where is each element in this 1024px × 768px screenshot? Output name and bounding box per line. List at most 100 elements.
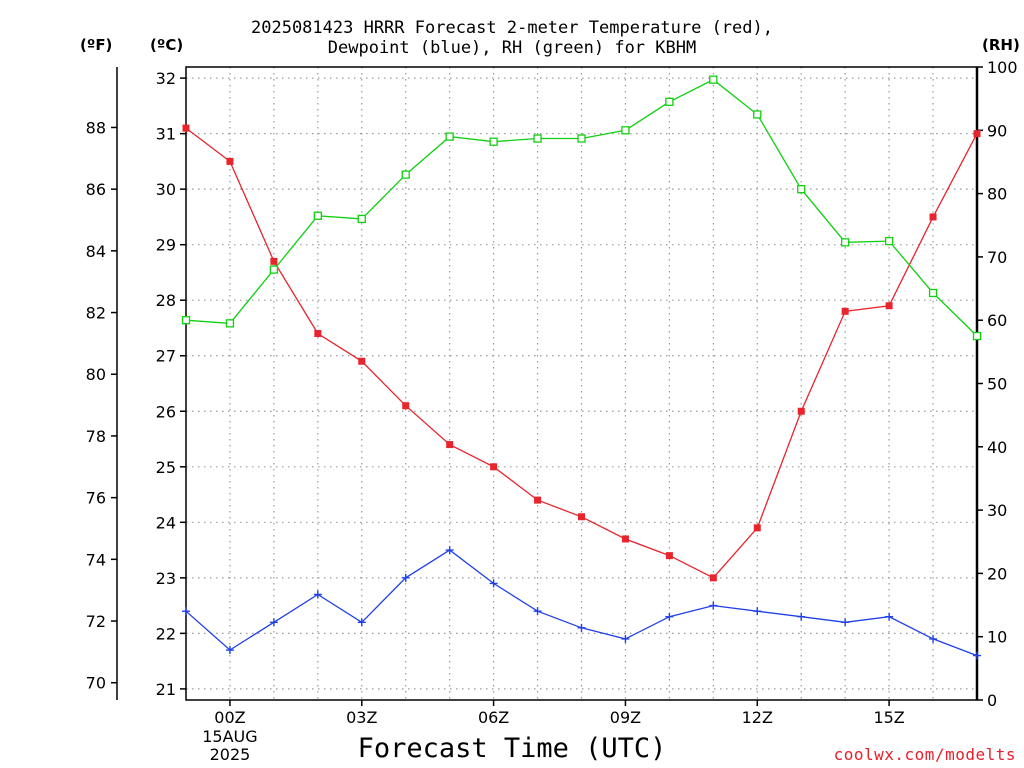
x-tick-label: 15Z [873, 708, 904, 727]
rh-point [225, 319, 235, 328]
rh-line [185, 78, 978, 337]
fahrenheit-tick-label: 84 [86, 242, 106, 261]
dewpoint-point [445, 546, 454, 555]
fahrenheit-tick-label: 72 [86, 612, 106, 631]
temperature-point [402, 402, 410, 410]
temperature-point [841, 307, 849, 315]
temperature-point [665, 552, 673, 560]
rh-tick-label: 70 [987, 248, 1007, 267]
rh-point [972, 331, 982, 341]
celsius-axis-label: (ºC) [150, 36, 184, 54]
rh-axis-label: (RH) [982, 36, 1020, 54]
fahrenheit-tick-label: 82 [86, 304, 106, 323]
rh-point [753, 110, 762, 119]
dewpoint-point [797, 612, 806, 621]
grid-lines [186, 67, 977, 700]
celsius-tick-label: 23 [156, 569, 176, 588]
dewpoint-point [357, 618, 366, 627]
temperature-point [226, 157, 234, 165]
dewpoint-point [313, 590, 322, 599]
rh-point [181, 316, 191, 325]
rh-point [401, 170, 410, 179]
celsius-tick-label: 27 [156, 347, 176, 366]
plot-frame [185, 66, 978, 701]
fahrenheit-tick-label: 80 [86, 365, 106, 384]
chart-axes: 21 22 23 24 25 26 27 28 29 30 31 32 70 72 74 76 78 80 82 84… [86, 58, 1018, 764]
temperature-point [709, 574, 717, 582]
temperature-point [973, 130, 981, 138]
rh-point [709, 75, 718, 84]
rh-tick-label: 60 [987, 311, 1007, 330]
temperature-point [797, 407, 805, 415]
temperature-point [929, 213, 937, 221]
rh-point [884, 236, 894, 246]
rh-tick-label: 0 [987, 691, 997, 710]
temperature-point [490, 463, 498, 471]
celsius-tick-label: 28 [156, 291, 176, 310]
chart-title-line-1: 2025081423 HRRR Forecast 2-meter Tempera… [251, 18, 773, 38]
rh-point [665, 97, 674, 106]
celsius-tick-label: 29 [156, 236, 176, 255]
fahrenheit-tick-label: 76 [86, 489, 106, 508]
temperature-point [753, 524, 761, 532]
temperature-point [358, 357, 366, 365]
rh-point [841, 238, 850, 247]
dewpoint-point [182, 607, 190, 616]
rh-point [269, 265, 279, 274]
fahrenheit-tick-label: 78 [86, 427, 106, 446]
dewpoint-point [621, 634, 630, 643]
dewpoint-point [929, 634, 938, 643]
dewpoint-point [885, 612, 894, 621]
x-tick-label: 12Z [742, 708, 773, 727]
celsius-tick-label: 21 [156, 680, 176, 699]
x-tick-label: 00Z [214, 708, 245, 727]
x-tick-sublabel: 2025 [210, 745, 251, 764]
rh-tick-label: 100 [987, 58, 1018, 77]
rh-tick-label: 50 [987, 375, 1007, 394]
celsius-tick-label: 31 [156, 125, 176, 144]
rh-point [797, 185, 806, 194]
celsius-tick-label: 26 [156, 402, 176, 421]
rh-point [533, 134, 542, 143]
temperature-point [578, 513, 585, 521]
rh-tick-label: 80 [987, 185, 1007, 204]
temperature-line [185, 127, 978, 579]
x-tick-label: 03Z [346, 708, 377, 727]
rh-tick-label: 10 [987, 628, 1007, 647]
rh-point [445, 132, 454, 141]
celsius-tick-label: 25 [156, 458, 176, 477]
dewpoint-point [401, 573, 410, 582]
fahrenheit-tick-label: 86 [86, 180, 106, 199]
rh-point [357, 214, 366, 224]
dewpoint-point [709, 601, 718, 610]
rh-point [489, 137, 498, 146]
rh-tick-label: 40 [987, 438, 1007, 457]
dewpoint-point [533, 607, 542, 616]
temperature-point [270, 257, 278, 265]
x-axis-title: Forecast Time (UTC) [357, 733, 667, 764]
credit-link[interactable]: coolwx.com/modelts [833, 745, 1016, 764]
dewpoint-point [489, 579, 498, 588]
fahrenheit-axis-label: (ºF) [80, 36, 113, 54]
temperature-point [621, 535, 629, 543]
chart-title-line-2: Dewpoint (blue), RH (green) for KBHM [327, 38, 697, 58]
dewpoint-point [225, 646, 234, 655]
celsius-tick-label: 32 [156, 69, 176, 88]
dewpoint-point [753, 607, 762, 616]
dewpoint-point [841, 618, 850, 627]
temperature-point [885, 302, 893, 310]
temperature-point [182, 124, 190, 132]
celsius-tick-label: 22 [156, 624, 176, 643]
rh-tick-label: 30 [987, 501, 1007, 520]
fahrenheit-tick-label: 70 [86, 674, 106, 693]
x-tick-sublabel: 15AUG [202, 727, 257, 746]
rh-point [621, 126, 630, 135]
dewpoint-point [665, 612, 674, 621]
dewpoint-point [973, 651, 981, 660]
rh-point [577, 134, 586, 143]
fahrenheit-tick-label: 74 [86, 550, 106, 569]
x-tick-label: 09Z [610, 708, 641, 727]
celsius-tick-label: 30 [156, 180, 176, 199]
rh-point [928, 288, 938, 298]
